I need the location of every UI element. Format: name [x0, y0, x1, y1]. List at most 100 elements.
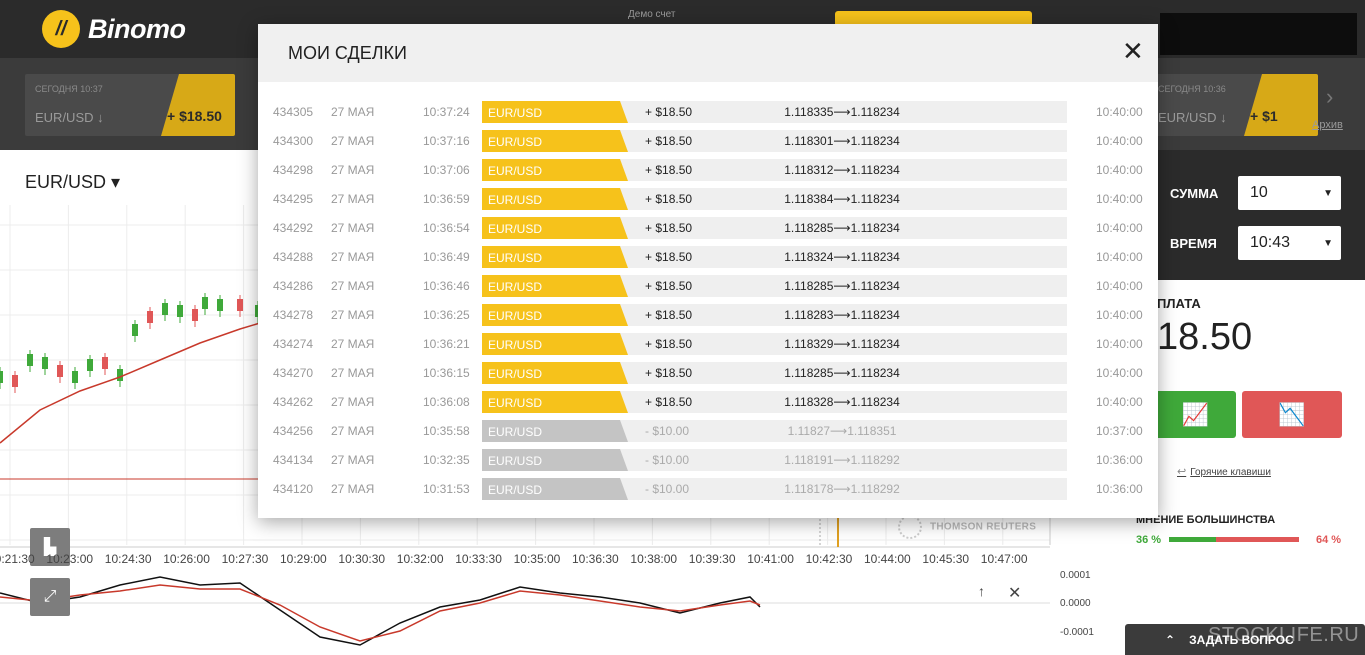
deal-row[interactable]: 434256 27 МАЯ 10:35:58 EUR/USD - $10.00 1.118…: [258, 420, 1158, 442]
deal-open-time: 10:36:15: [423, 366, 470, 380]
deal-open-time: 10:37:16: [423, 134, 470, 148]
deal-bar: [482, 101, 1067, 123]
deal-result: - $10.00: [645, 453, 690, 467]
profile-area[interactable]: [1160, 13, 1357, 55]
deal-open-time: 10:36:21: [423, 337, 470, 351]
deal-pair: EUR/USD: [482, 478, 628, 500]
deal-expiry: 10:40:00: [1096, 308, 1143, 322]
deal-pair: EUR/USD: [482, 159, 628, 181]
close-icon[interactable]: ✕: [1122, 36, 1144, 66]
deal-row[interactable]: 434305 27 МАЯ 10:37:24 EUR/USD + $18.50 1.118…: [258, 101, 1158, 123]
deal-pair: EUR/USD: [482, 217, 628, 239]
time-tick: 10:21:30: [0, 552, 35, 566]
deal-date: 27 МАЯ: [331, 279, 375, 293]
deal-rates: 1.118335⟶1.118234: [784, 105, 900, 119]
deal-rates: 1.118329⟶1.118234: [784, 337, 900, 351]
chart-down-icon: 📉: [1278, 401, 1306, 427]
deal-result: + $18.50: [645, 250, 693, 264]
deal-bar: [482, 275, 1067, 297]
amount-value: 10: [1250, 184, 1268, 201]
deal-bar: [482, 449, 1067, 471]
time-value: 10:43: [1250, 234, 1291, 251]
put-button[interactable]: 📉: [1242, 391, 1342, 438]
time-tick: 10:45:30: [922, 552, 970, 566]
arrow-up-icon[interactable]: ↑: [978, 583, 985, 599]
deal-open-time: 10:36:54: [423, 221, 470, 235]
time-tick: 10:24:30: [104, 552, 152, 566]
caret-down-icon: ▼: [1323, 238, 1333, 249]
hotkeys-label: Горячие клавиши: [1190, 467, 1271, 478]
time-tick: 10:30:30: [338, 552, 386, 566]
oscillator-tick: 0.0001: [1060, 570, 1091, 581]
deal-pair: EUR/USD: [482, 188, 628, 210]
oscillator-tick: 0.0000: [1060, 598, 1091, 609]
deal-row[interactable]: 434134 27 МАЯ 10:32:35 EUR/USD - $10.00 1.118…: [258, 449, 1158, 471]
chevron-right-icon[interactable]: ›: [1326, 84, 1334, 109]
candle-body: [12, 375, 18, 387]
majority-opinion-label: МНЕНИЕ БОЛЬШИНСТВА: [1136, 514, 1276, 526]
time-axis: 10:21:30 10:23:00 10:24:30 10:26:00 10:27:30…: [0, 552, 1050, 568]
recent-deal-profit: + $1: [1244, 74, 1318, 136]
deal-expiry: 10:40:00: [1096, 395, 1143, 409]
archive-link[interactable]: Архив: [1312, 119, 1343, 131]
deal-row[interactable]: 434270 27 МАЯ 10:36:15 EUR/USD + $18.50 1.118…: [258, 362, 1158, 384]
deal-date: 27 МАЯ: [331, 163, 375, 177]
modal-header: МОИ СДЕЛКИ ✕: [258, 24, 1158, 82]
deal-date: 27 МАЯ: [331, 395, 375, 409]
deal-result: + $18.50: [645, 163, 693, 177]
deal-pair: EUR/USD: [482, 275, 628, 297]
deal-row[interactable]: 434278 27 МАЯ 10:36:25 EUR/USD + $18.50 1.118…: [258, 304, 1158, 326]
deal-date: 27 МАЯ: [331, 337, 375, 351]
brand-logo[interactable]: // Binomo: [42, 10, 186, 48]
amount-select[interactable]: 10 ▼: [1238, 176, 1341, 210]
time-tick: 10:36:30: [572, 552, 619, 566]
call-button[interactable]: 📈: [1155, 391, 1236, 438]
deal-date: 27 МАЯ: [331, 482, 375, 496]
deal-id: 434270: [273, 366, 314, 380]
account-type-label[interactable]: Демо счет: [628, 9, 676, 20]
deal-expiry: 10:40:00: [1096, 134, 1143, 148]
deal-id: 434274: [273, 337, 314, 351]
deal-id: 434288: [273, 250, 314, 264]
logo-icon: //: [42, 10, 80, 48]
deal-result: + $18.50: [645, 105, 693, 119]
oscillator-signal-line: [0, 584, 761, 642]
deal-id: 434292: [273, 221, 314, 235]
deal-open-time: 10:36:46: [423, 279, 470, 293]
chart-type-icon[interactable]: ▙: [30, 528, 70, 566]
ask-question-button[interactable]: ⌃ ЗАДАТЬ ВОПРОС: [1125, 624, 1365, 655]
deal-row[interactable]: 434292 27 МАЯ 10:36:54 EUR/USD + $18.50 1.118…: [258, 217, 1158, 239]
deal-expiry: 10:40:00: [1096, 221, 1143, 235]
deal-result: + $18.50: [645, 221, 693, 235]
watermark: STOCKLIFE.RU: [1208, 624, 1360, 646]
deal-row[interactable]: 434295 27 МАЯ 10:36:59 EUR/USD + $18.50 1.118…: [258, 188, 1158, 210]
close-indicator-icon[interactable]: ✕: [1008, 585, 1022, 602]
deal-row[interactable]: 434274 27 МАЯ 10:36:21 EUR/USD + $18.50 1.118…: [258, 333, 1158, 355]
deal-bar: [482, 333, 1067, 355]
deal-rates: 1.118283⟶1.118234: [784, 308, 900, 322]
deal-pair: EUR/USD: [482, 362, 628, 384]
deal-date: 27 МАЯ: [331, 134, 375, 148]
deal-row[interactable]: 434288 27 МАЯ 10:36:49 EUR/USD + $18.50 1.118…: [258, 246, 1158, 268]
deal-row[interactable]: 434262 27 МАЯ 10:36:08 EUR/USD + $18.50 1.118…: [258, 391, 1158, 413]
deal-bar: [482, 188, 1067, 210]
deal-row[interactable]: 434298 27 МАЯ 10:37:06 EUR/USD + $18.50 1.118…: [258, 159, 1158, 181]
deal-expiry: 10:40:00: [1096, 192, 1143, 206]
time-select[interactable]: 10:43 ▼: [1238, 226, 1341, 260]
deal-bar: [482, 391, 1067, 413]
deal-open-time: 10:36:25: [423, 308, 470, 322]
payout-label: ПЛАТА: [1157, 296, 1201, 311]
deal-row[interactable]: 434120 27 МАЯ 10:31:53 EUR/USD - $10.00 1.118…: [258, 478, 1158, 500]
indicators-icon[interactable]: ⤢: [30, 578, 70, 616]
candle-body: [177, 305, 183, 317]
recent-deal-card[interactable]: СЕГОДНЯ 10:37 EUR/USD ↓ + $18.50: [25, 74, 235, 136]
modal-title: МОИ СДЕЛКИ: [288, 43, 407, 63]
asset-selector[interactable]: EUR/USD ▾: [25, 172, 121, 192]
deal-row[interactable]: 434300 27 МАЯ 10:37:16 EUR/USD + $18.50 1.118…: [258, 130, 1158, 152]
deal-id: 434134: [273, 453, 314, 467]
hotkeys-link[interactable]: ↩ Горячие клавиши: [1177, 465, 1271, 478]
deal-rates: 1.118285⟶1.118234: [784, 221, 900, 235]
deal-pair: EUR/USD: [482, 101, 628, 123]
deal-row[interactable]: 434286 27 МАЯ 10:36:46 EUR/USD + $18.50 1.118…: [258, 275, 1158, 297]
recent-deal-card[interactable]: СЕГОДНЯ 10:36 EUR/USD ↓ + $1: [1148, 74, 1318, 136]
